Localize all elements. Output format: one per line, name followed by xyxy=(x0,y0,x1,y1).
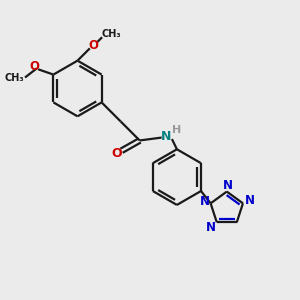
Text: O: O xyxy=(88,39,99,52)
Text: CH₃: CH₃ xyxy=(4,73,24,83)
Text: N: N xyxy=(200,195,210,208)
Text: O: O xyxy=(29,60,39,73)
Text: O: O xyxy=(111,147,122,160)
Text: H: H xyxy=(172,125,182,135)
Text: N: N xyxy=(244,194,254,207)
Text: N: N xyxy=(161,130,171,143)
Text: N: N xyxy=(223,179,233,192)
Text: N: N xyxy=(206,221,216,234)
Text: CH₃: CH₃ xyxy=(101,29,121,39)
